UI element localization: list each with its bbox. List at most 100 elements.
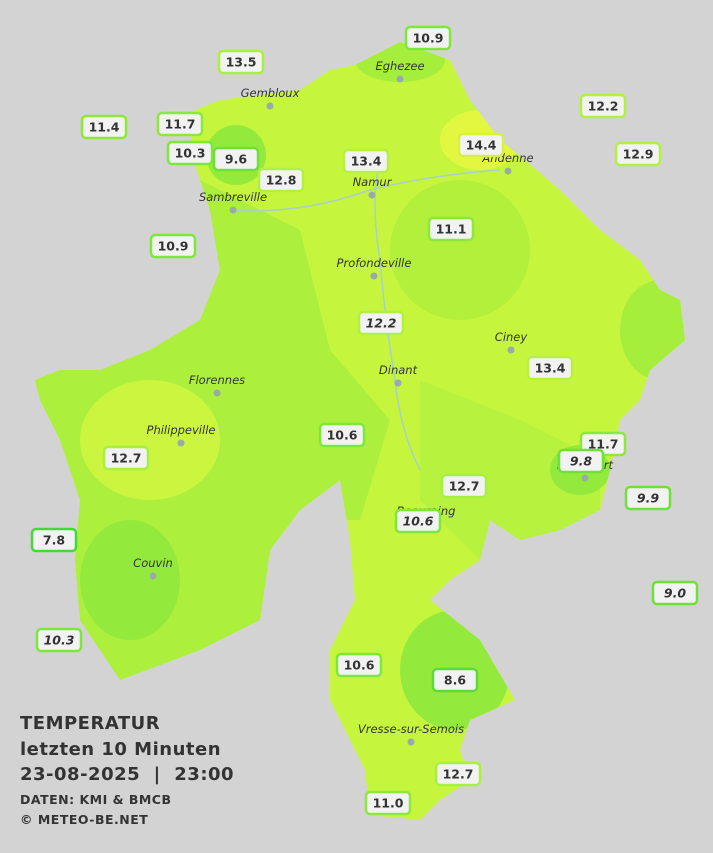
temperature: 14.4	[466, 138, 497, 153]
label-box	[156, 111, 204, 137]
label-box	[431, 667, 479, 693]
station-label: 12.7	[102, 445, 150, 471]
copyright: © METEO-BE.NET	[20, 812, 148, 827]
label-box	[335, 652, 383, 678]
station-label: 8.6	[431, 667, 479, 693]
label-box	[212, 146, 260, 172]
city-dot	[368, 191, 376, 199]
city-dot	[149, 572, 157, 580]
temperature: 13.4	[351, 154, 382, 169]
label-box	[102, 445, 150, 471]
temperature: 7.8	[43, 533, 65, 548]
station-label: 10.9	[149, 233, 197, 259]
temperature: 8.6	[444, 673, 466, 688]
label-box	[440, 473, 488, 499]
subtitle: letzten 10 Minuten	[20, 739, 221, 760]
temperature: 11.7	[588, 437, 619, 452]
title: TEMPERATUR	[20, 713, 160, 734]
station-label: 10.6	[335, 652, 383, 678]
station-label: 9.8	[557, 448, 605, 474]
temperature: 12.2	[588, 99, 619, 114]
city-dot	[266, 102, 274, 110]
city-name: Couvin	[133, 556, 173, 570]
city-name: Dinant	[379, 363, 418, 377]
city-dot	[504, 167, 512, 175]
station-label: 11.0	[364, 790, 412, 816]
label-box	[357, 310, 405, 336]
temperature: 11.0	[373, 796, 404, 811]
station-label: 13.4	[342, 148, 390, 174]
label-box	[342, 148, 390, 174]
city-name: Vresse-sur-Semois	[358, 722, 464, 736]
station-label: 12.2	[579, 93, 627, 119]
station-label: 9.9	[624, 485, 672, 511]
temperature: 10.3	[175, 146, 206, 161]
temperature: 12.8	[266, 173, 297, 188]
label-box	[364, 790, 412, 816]
temperature: 13.4	[535, 361, 566, 376]
station-label: 12.2	[357, 310, 405, 336]
label-box	[624, 485, 672, 511]
temperature: 9.6	[225, 152, 247, 167]
temperature: 10.6	[344, 658, 375, 673]
data-credit: DATEN: KMI & BMCB	[20, 792, 172, 807]
city-name: Eghezee	[375, 59, 424, 73]
label-box	[526, 355, 574, 381]
label-box	[30, 527, 78, 553]
city-dot	[213, 389, 221, 397]
station-label: 13.4	[526, 355, 574, 381]
station-label: 12.7	[440, 473, 488, 499]
city-dot	[177, 439, 185, 447]
temperature: 9.8	[570, 454, 592, 469]
city-name: Ciney	[495, 330, 528, 344]
city-dot	[229, 206, 237, 214]
station-label: 10.6	[394, 508, 442, 534]
station-label: 13.5	[217, 49, 265, 75]
label-box	[257, 167, 305, 193]
city-name: Philippeville	[147, 423, 216, 437]
city-dot	[581, 474, 589, 482]
city-name: Sambreville	[199, 190, 267, 204]
city-name: Gembloux	[241, 86, 300, 100]
city-dot	[394, 379, 402, 387]
temperature: 9.0	[664, 586, 686, 601]
temperature: 12.9	[623, 147, 654, 162]
temperature: 11.4	[89, 120, 120, 135]
station-label: 10.9	[404, 25, 452, 51]
city-dot	[407, 738, 415, 746]
temperature: 11.1	[436, 222, 467, 237]
station-label: 12.9	[614, 141, 662, 167]
temperature: 10.9	[158, 239, 189, 254]
temperature: 13.5	[226, 55, 257, 70]
label-box	[149, 233, 197, 259]
label-box	[166, 140, 214, 166]
station-label: 11.4	[80, 114, 128, 140]
label-box	[35, 627, 83, 653]
temperature: 10.3	[44, 633, 75, 648]
station-label: 14.4	[457, 132, 505, 158]
temperature: 9.9	[637, 491, 659, 506]
label-box	[394, 508, 442, 534]
temperature: 12.7	[111, 451, 142, 466]
temperature: 12.2	[366, 316, 397, 331]
city-name: Namur	[353, 175, 393, 189]
label-box	[651, 580, 699, 606]
city-dot	[507, 346, 515, 354]
label-box	[614, 141, 662, 167]
label-box	[557, 448, 605, 474]
station-label: 12.7	[434, 761, 482, 787]
station-label: 9.0	[651, 580, 699, 606]
temperature: 10.9	[413, 31, 444, 46]
city-name: Profondeville	[337, 256, 412, 270]
station-label: 11.7	[156, 111, 204, 137]
label-box	[434, 761, 482, 787]
city-name: Florennes	[189, 373, 245, 387]
station-label: 10.6	[318, 422, 366, 448]
label-box	[457, 132, 505, 158]
temperature: 12.7	[449, 479, 480, 494]
label-box	[579, 93, 627, 119]
temperature: 10.6	[327, 428, 358, 443]
station-label: 9.6	[212, 146, 260, 172]
label-box	[404, 25, 452, 51]
label-box	[217, 49, 265, 75]
